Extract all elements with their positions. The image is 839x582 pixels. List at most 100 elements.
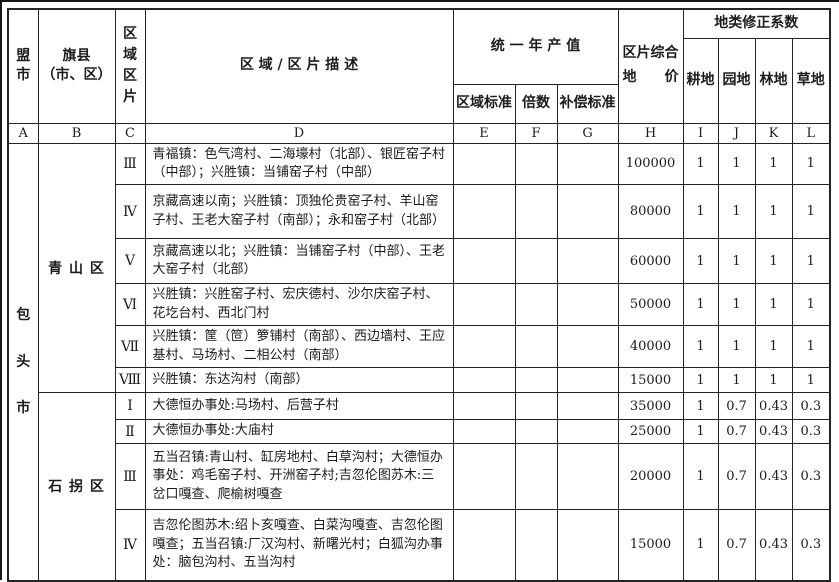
grassland-coeff-cell: 0.3 <box>791 443 831 511</box>
column-letter: E <box>452 122 516 144</box>
price-cell: 20000 <box>617 443 684 511</box>
column-letter: K <box>754 122 793 144</box>
table-row: Ⅳ 京藏高速以南；兴胜镇：顶独伦贵窑子村、羊山窑子村、王老大窑子村（南部）；永和… <box>8 184 831 240</box>
forest-coeff-cell: 0.43 <box>754 509 793 582</box>
farmland-coeff-cell: 1 <box>682 184 719 240</box>
header-multiple: 倍数 <box>514 83 558 124</box>
header-row-2: 耕地 园地 林地 草地 <box>8 37 831 124</box>
price-cell: 50000 <box>617 283 684 327</box>
table-row: Ⅵ 兴胜镇：兴胜窑子村、宏庆德村、沙尔庆窑子村、花圪台村、西北门村 50000 … <box>8 283 831 327</box>
comp-std-cell <box>556 283 619 327</box>
zone-cell: Ⅳ <box>114 184 146 240</box>
zone-cell: Ⅷ <box>114 367 146 394</box>
table-row: Ⅲ 五当召镇:青山村、缸房地村、白草沟村；大德恒办事处：鸡毛窑子村、开洲窑子村;… <box>8 443 831 511</box>
region-std-cell <box>452 392 516 421</box>
grassland-coeff-cell: 1 <box>791 142 831 186</box>
grassland-coeff-cell: 1 <box>791 238 831 285</box>
region-std-cell <box>452 142 516 186</box>
multiple-cell <box>514 443 558 511</box>
table-row: 石 拐 区 Ⅰ 大德恒办事处:马场村、后营子村 35000 1 0.7 0.43… <box>8 392 831 582</box>
column-letter: L <box>791 122 831 144</box>
region-std-cell <box>452 283 516 327</box>
table-row: 包 头 市 青 山 区 Ⅲ 青福镇：色气湾村、二海壕村（北部）、银匠窑子村（中部… <box>7 142 831 582</box>
comp-std-cell <box>556 184 619 240</box>
header-forest: 林地 <box>754 37 793 124</box>
forest-coeff-cell: 0.43 <box>754 419 793 445</box>
city-cell: 包 头 市 <box>7 142 39 582</box>
grassland-coeff-cell: 0.3 <box>791 509 831 582</box>
forest-coeff-cell: 1 <box>754 238 793 285</box>
column-letter: D <box>144 122 454 144</box>
desc-cell: 京藏高速以南；兴胜镇：顶独伦贵窑子村、羊山窑子村、王老大窑子村（南部）；永和窑子… <box>144 184 454 240</box>
price-cell: 25000 <box>617 419 684 445</box>
header-row-3: 区域标准 倍数 补偿标准 <box>8 83 830 124</box>
district-cell: 石 拐 区 <box>37 392 116 582</box>
grassland-coeff-cell: 0.3 <box>791 419 831 445</box>
orchard-coeff-cell: 0.7 <box>717 443 756 511</box>
forest-coeff-cell: 1 <box>754 325 793 369</box>
multiple-cell <box>514 184 558 240</box>
header-comp-std: 补偿标准 <box>556 83 619 124</box>
desc-cell: 大德恒办事处:马场村、后营子村 <box>144 392 454 421</box>
forest-coeff-cell: 1 <box>754 184 793 240</box>
header-description: 区 域 / 区 片 描 述 <box>144 8 454 124</box>
farmland-coeff-cell: 1 <box>682 367 719 394</box>
table-row: Ⅷ 兴胜镇：东达沟村（南部） 15000 1 1 1 1 <box>8 367 831 394</box>
price-cell: 40000 <box>617 325 684 369</box>
grassland-coeff-cell: 1 <box>791 184 831 240</box>
column-letter: H <box>617 122 684 144</box>
header-annual-value: 统 一 年 产 值 <box>452 8 619 85</box>
desc-cell: 京藏高速以北；兴胜镇：当铺窑子村（中部）、王老大窑子村（北部） <box>144 238 454 285</box>
zone-cell: Ⅰ <box>114 392 146 421</box>
comp-std-cell <box>556 509 619 582</box>
zone-cell: Ⅲ <box>114 443 146 511</box>
farmland-coeff-cell: 1 <box>682 392 719 421</box>
desc-cell: 青福镇：色气湾村、二海壕村（北部）、银匠窑子村（中部）；兴胜镇：当铺窑子村（中部… <box>144 142 454 186</box>
price-cell: 100000 <box>617 142 684 186</box>
comp-std-cell <box>556 325 619 369</box>
region-std-cell <box>452 419 516 445</box>
column-letter: F <box>514 122 558 144</box>
zone-cell: Ⅱ <box>114 419 146 445</box>
multiple-cell <box>514 509 558 582</box>
comp-std-cell <box>556 419 619 445</box>
zone-cell: Ⅲ <box>114 142 146 186</box>
desc-cell: 吉忽伦图苏木:绍卜亥嘎查、白菜沟嘎查、吉忽伦图嘎查；五当召镇:厂汉沟村、新曙光村… <box>144 509 454 582</box>
header-comprehensive-price: 区片综合 地 价 <box>617 8 684 124</box>
forest-coeff-cell: 0.43 <box>754 443 793 511</box>
header-farmland: 耕地 <box>682 37 719 124</box>
comp-std-cell <box>556 443 619 511</box>
table-row: Ⅴ 京藏高速以北；兴胜镇：当铺窑子村（中部）、王老大窑子村（北部） 60000 … <box>8 238 831 285</box>
price-cell: 15000 <box>617 509 684 582</box>
header-orchard: 园地 <box>717 37 756 124</box>
multiple-cell <box>514 392 558 421</box>
price-cell: 35000 <box>617 392 684 421</box>
desc-cell: 兴胜镇：东达沟村（南部） <box>144 367 454 394</box>
orchard-coeff-cell: 1 <box>717 238 756 285</box>
column-letter: G <box>556 122 619 144</box>
price-cell: 60000 <box>617 238 684 285</box>
price-cell: 15000 <box>617 367 684 394</box>
orchard-coeff-cell: 1 <box>717 184 756 240</box>
multiple-cell <box>514 325 558 369</box>
region-std-cell <box>452 443 516 511</box>
farmland-coeff-cell: 1 <box>682 419 719 445</box>
grassland-coeff-cell: 0.3 <box>791 392 831 421</box>
header-banner-county: 旗县 （市、区） <box>37 8 116 124</box>
table-row: Ⅱ 大德恒办事处:大庙村 25000 1 0.7 0.43 0.3 <box>8 419 831 445</box>
column-letter: I <box>682 122 719 144</box>
orchard-coeff-cell: 1 <box>717 367 756 394</box>
price-cell: 80000 <box>617 184 684 240</box>
column-letter: C <box>114 122 146 144</box>
zone-cell: Ⅴ <box>114 238 146 285</box>
comp-std-cell <box>556 367 619 394</box>
farmland-coeff-cell: 1 <box>682 283 719 327</box>
desc-cell: 兴胜镇：兴胜窑子村、宏庆德村、沙尔庆窑子村、花圪台村、西北门村 <box>144 283 454 327</box>
forest-coeff-cell: 1 <box>754 142 793 186</box>
region-std-cell <box>452 184 516 240</box>
region-std-cell <box>452 238 516 285</box>
desc-cell: 大德恒办事处:大庙村 <box>144 419 454 445</box>
multiple-cell <box>514 238 558 285</box>
header-league-city: 盟 市 <box>7 8 39 124</box>
zone-cell: Ⅶ <box>114 325 146 369</box>
